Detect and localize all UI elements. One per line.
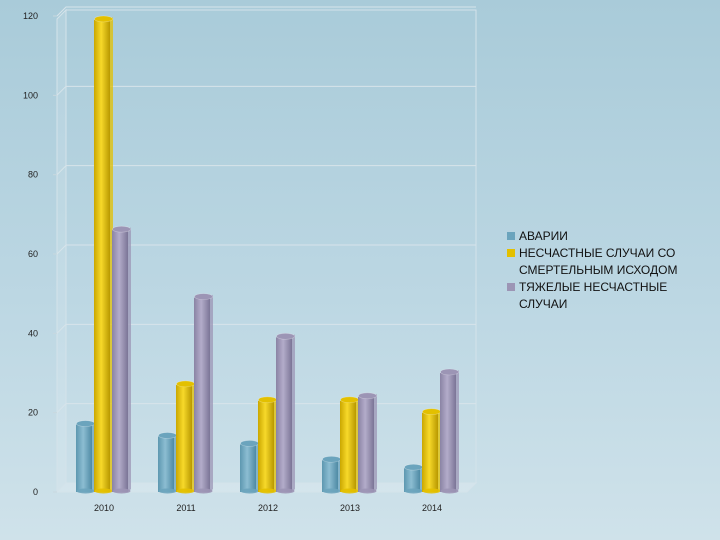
x-axis-ticks: 2010 2011 2012 2013 2014: [94, 503, 442, 513]
legend-item: АВАРИИ: [507, 228, 717, 245]
y-tick-label: 120: [23, 11, 38, 21]
x-tick-label: 2013: [340, 503, 360, 513]
bar: [440, 368, 459, 494]
legend-item: ТЯЖЕЛЫЕ НЕСЧАСТНЫЕ СЛУЧАИ: [507, 279, 717, 313]
gridline: [56, 6, 476, 17]
y-tick-label: 100: [23, 90, 38, 100]
gridline: [56, 165, 476, 176]
bar: [112, 225, 131, 494]
x-tick-label: 2011: [176, 503, 195, 513]
bar: [176, 380, 195, 494]
bar: [358, 392, 377, 494]
x-tick-label: 2012: [258, 503, 278, 513]
legend-swatch: [507, 249, 515, 257]
gridline: [56, 323, 476, 334]
y-tick-label: 60: [28, 249, 38, 259]
bar: [94, 15, 113, 494]
y-tick-label: 80: [28, 170, 38, 180]
bar: [158, 432, 177, 494]
y-tick-label: 20: [28, 408, 38, 418]
gridline: [56, 403, 476, 414]
legend-swatch: [507, 232, 515, 240]
bar: [340, 396, 359, 494]
gridlines: [53, 6, 476, 493]
bar: [422, 408, 441, 494]
legend-label: ТЯЖЕЛЫЕ НЕСЧАСТНЫЕ СЛУЧАИ: [519, 280, 668, 311]
y-tick-label: 0: [33, 487, 38, 497]
legend-swatch: [507, 283, 515, 291]
bar: [404, 463, 423, 494]
bar: [194, 293, 213, 494]
legend-label: НЕСЧАСТНЫЕ СЛУЧАИ СО СМЕРТЕЛЬНЫМ ИСХОДОМ: [519, 246, 678, 277]
bar: [258, 396, 277, 494]
legend-label: АВАРИИ: [519, 229, 568, 243]
gridline: [56, 244, 476, 255]
bars: [76, 15, 459, 494]
legend: АВАРИИ НЕСЧАСТНЫЕ СЛУЧАИ СО СМЕРТЕЛЬНЫМ ИС…: [507, 228, 717, 313]
y-tick-label: 40: [28, 328, 38, 338]
bar: [76, 420, 95, 494]
bar: [322, 455, 341, 494]
legend-item: НЕСЧАСТНЫЕ СЛУЧАИ СО СМЕРТЕЛЬНЫМ ИСХОДОМ: [507, 245, 717, 279]
y-axis-ticks: 0 20 40 60 80 100 120: [23, 11, 38, 497]
gridline: [56, 85, 476, 96]
x-tick-label: 2010: [94, 503, 114, 513]
x-tick-label: 2014: [422, 503, 442, 513]
bar: [276, 332, 295, 494]
bar: [240, 440, 259, 494]
